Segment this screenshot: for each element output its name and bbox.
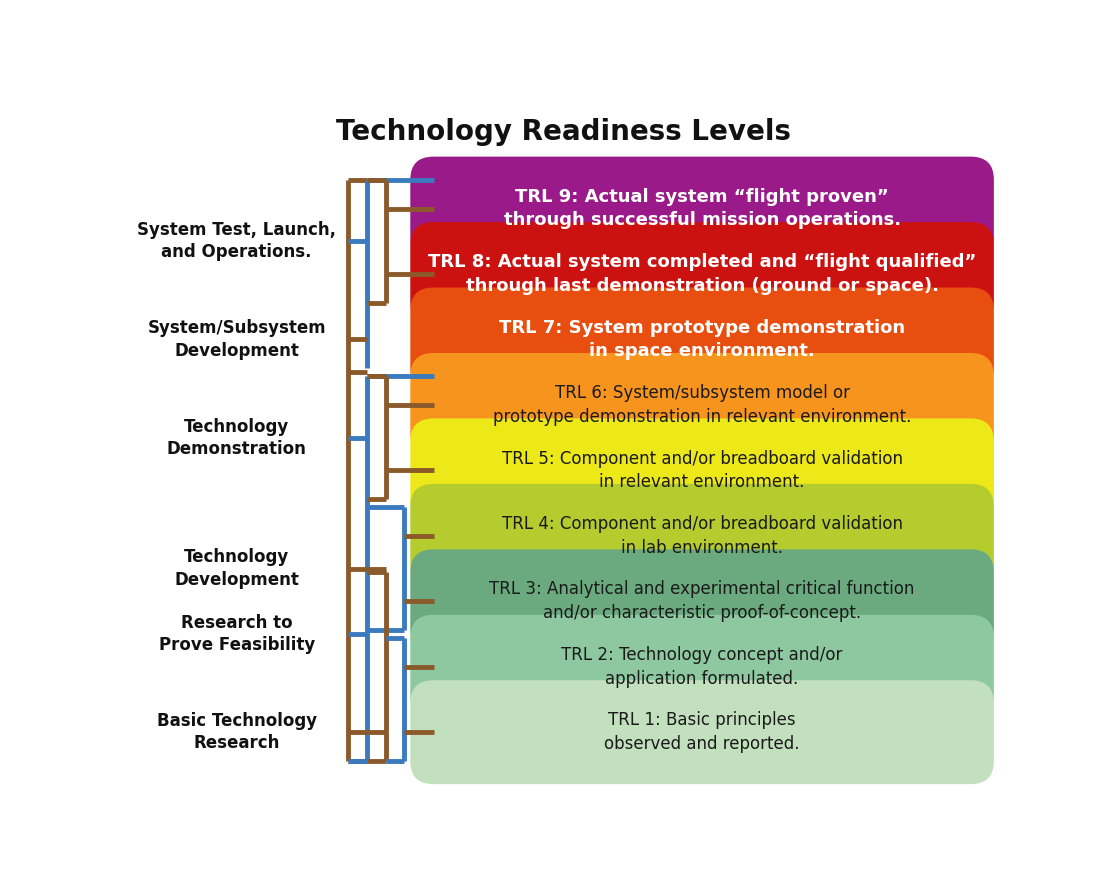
FancyBboxPatch shape [410,680,994,784]
FancyBboxPatch shape [410,156,994,260]
Text: System Test, Launch,
and Operations.: System Test, Launch, and Operations. [138,221,337,261]
FancyBboxPatch shape [410,288,994,392]
Text: Basic Technology
Research: Basic Technology Research [156,712,317,752]
Text: TRL 5: Component and/or breadboard validation
in relevant environment.: TRL 5: Component and/or breadboard valid… [502,449,903,491]
FancyBboxPatch shape [410,418,994,522]
Text: TRL 2: Technology concept and/or
application formulated.: TRL 2: Technology concept and/or applica… [561,646,843,687]
Text: TRL 3: Analytical and experimental critical function
and/or characteristic proof: TRL 3: Analytical and experimental criti… [490,581,915,622]
Text: TRL 1: Basic principles
observed and reported.: TRL 1: Basic principles observed and rep… [604,711,800,753]
Text: Technology
Demonstration: Technology Demonstration [167,417,307,457]
FancyBboxPatch shape [410,353,994,457]
Text: System/Subsystem
Development: System/Subsystem Development [147,320,326,360]
Text: TRL 4: Component and/or breadboard validation
in lab environment.: TRL 4: Component and/or breadboard valid… [502,515,903,557]
FancyBboxPatch shape [410,614,994,718]
Text: Technology Readiness Levels: Technology Readiness Levels [337,118,791,146]
Text: Research to
Prove Feasibility: Research to Prove Feasibility [158,614,315,654]
Text: TRL 9: Actual system “flight proven”
through successful mission operations.: TRL 9: Actual system “flight proven” thr… [504,187,901,229]
FancyBboxPatch shape [410,550,994,654]
FancyBboxPatch shape [410,484,994,588]
Text: TRL 6: System/subsystem model or
prototype demonstration in relevant environment: TRL 6: System/subsystem model or prototy… [493,385,911,425]
FancyBboxPatch shape [410,222,994,326]
Text: Technology
Development: Technology Development [174,549,299,589]
Text: TRL 8: Actual system completed and “flight qualified”
through last demonstration: TRL 8: Actual system completed and “flig… [428,253,977,295]
Text: TRL 7: System prototype demonstration
in space environment.: TRL 7: System prototype demonstration in… [499,319,905,361]
